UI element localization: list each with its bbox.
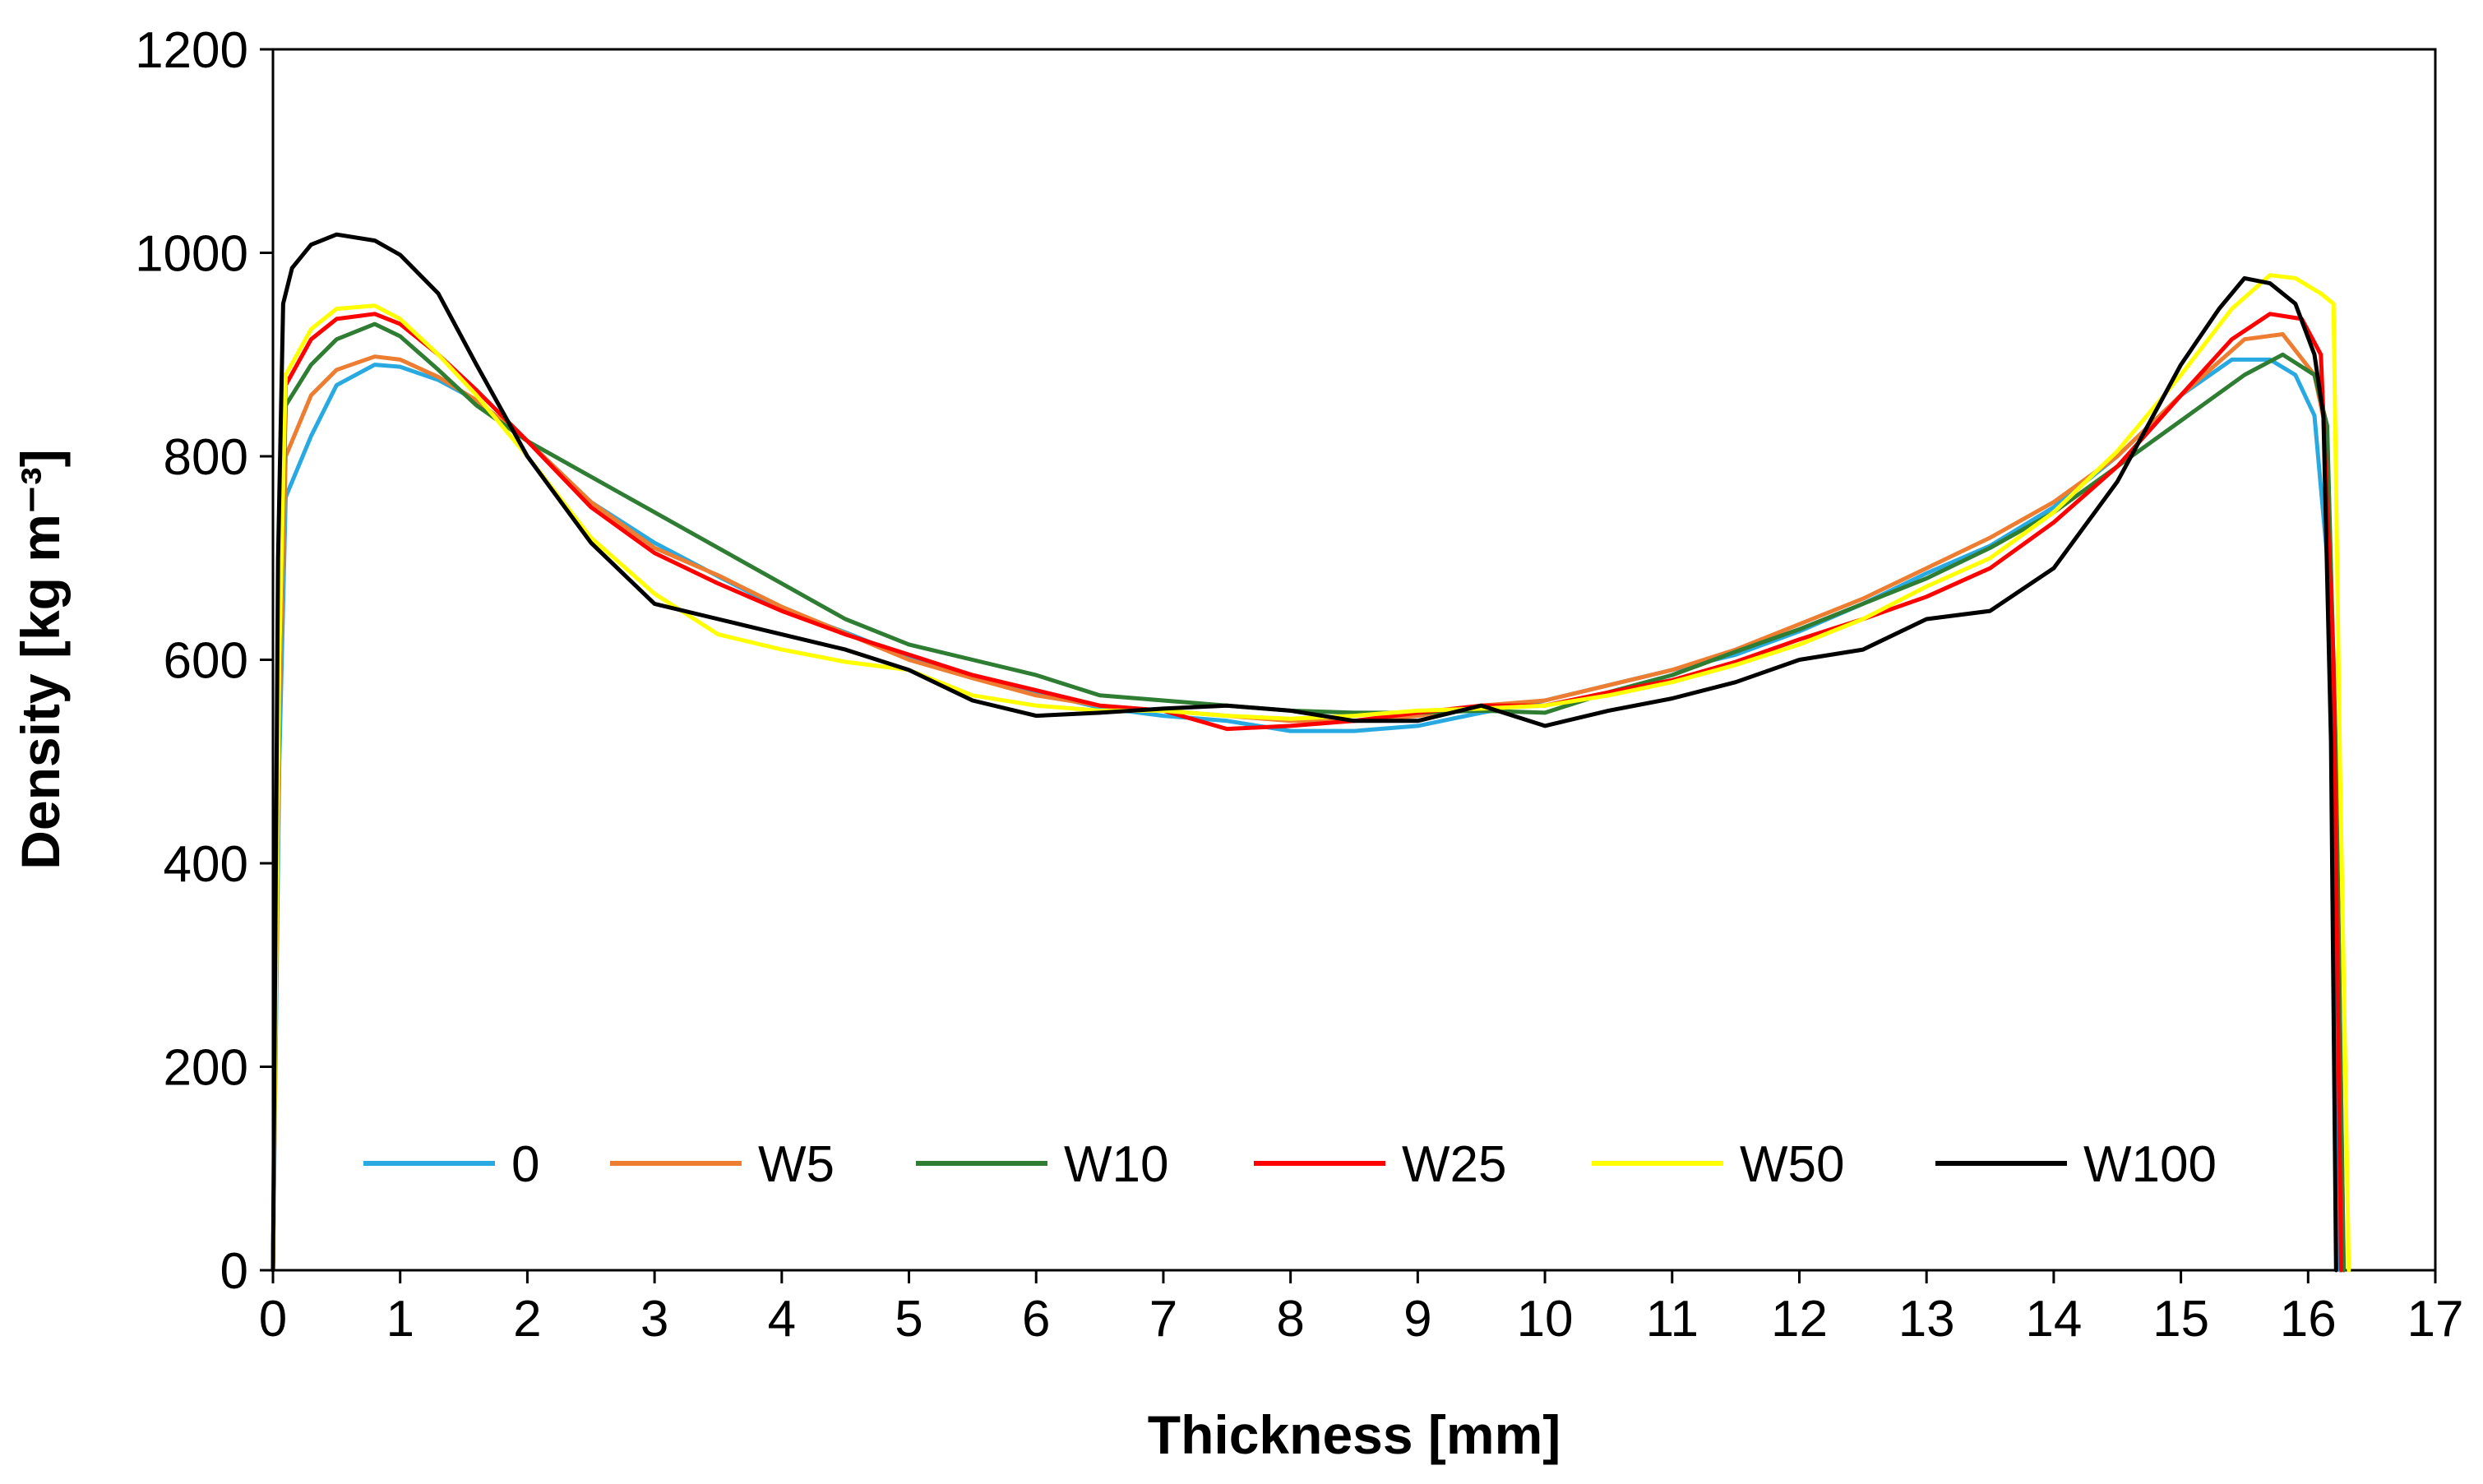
x-tick-label: 8 <box>1276 1291 1304 1348</box>
x-axis-ticks: 0 1 2 3 4 5 6 7 8 9 10 11 12 13 14 15 16 17 <box>259 1270 2464 1348</box>
legend: 0 W5 W10 W25 W50 W100 <box>363 1136 2217 1193</box>
x-tick-label: 5 <box>895 1291 922 1348</box>
x-tick-label: 6 <box>1022 1291 1050 1348</box>
x-tick-label: 4 <box>768 1291 796 1348</box>
y-tick-label: 1200 <box>135 22 248 79</box>
legend-label-w50: W50 <box>1740 1136 1844 1193</box>
x-tick-label: 1 <box>386 1291 414 1348</box>
series-layer <box>270 232 2351 1273</box>
legend-label-w5: W5 <box>758 1136 835 1193</box>
y-tick-label: 800 <box>164 429 248 486</box>
y-axis-title: Density [kg m⁻³] <box>10 449 71 870</box>
y-tick-label: 400 <box>164 836 248 893</box>
x-tick-label: 17 <box>2407 1291 2464 1348</box>
legend-label-w10: W10 <box>1064 1136 1168 1193</box>
y-tick-label: 1000 <box>135 226 248 283</box>
y-tick-label: 0 <box>220 1243 248 1300</box>
series-line-w50 <box>270 273 2351 1273</box>
legend-label-0: 0 <box>511 1136 539 1193</box>
x-tick-label: 13 <box>1898 1291 1955 1348</box>
x-tick-label: 10 <box>1517 1291 1574 1348</box>
y-tick-label: 200 <box>164 1040 248 1097</box>
x-tick-label: 12 <box>1771 1291 1828 1348</box>
x-tick-label: 16 <box>2280 1291 2337 1348</box>
x-tick-label: 11 <box>1646 1291 1699 1348</box>
x-tick-label: 14 <box>2025 1291 2082 1348</box>
y-axis-ticks: 0 200 400 600 800 1000 1200 <box>135 22 273 1300</box>
legend-label-w25: W25 <box>1402 1136 1506 1193</box>
x-tick-label: 7 <box>1149 1291 1177 1348</box>
x-axis-title: Thickness [mm] <box>1148 1404 1561 1465</box>
y-tick-label: 600 <box>164 633 248 690</box>
legend-label-w100: W100 <box>2083 1136 2217 1193</box>
x-tick-label: 15 <box>2152 1291 2209 1348</box>
x-tick-label: 9 <box>1403 1291 1431 1348</box>
series-line-w100 <box>270 232 2338 1273</box>
x-tick-label: 0 <box>259 1291 287 1348</box>
x-tick-label: 3 <box>640 1291 668 1348</box>
x-tick-label: 2 <box>513 1291 541 1348</box>
